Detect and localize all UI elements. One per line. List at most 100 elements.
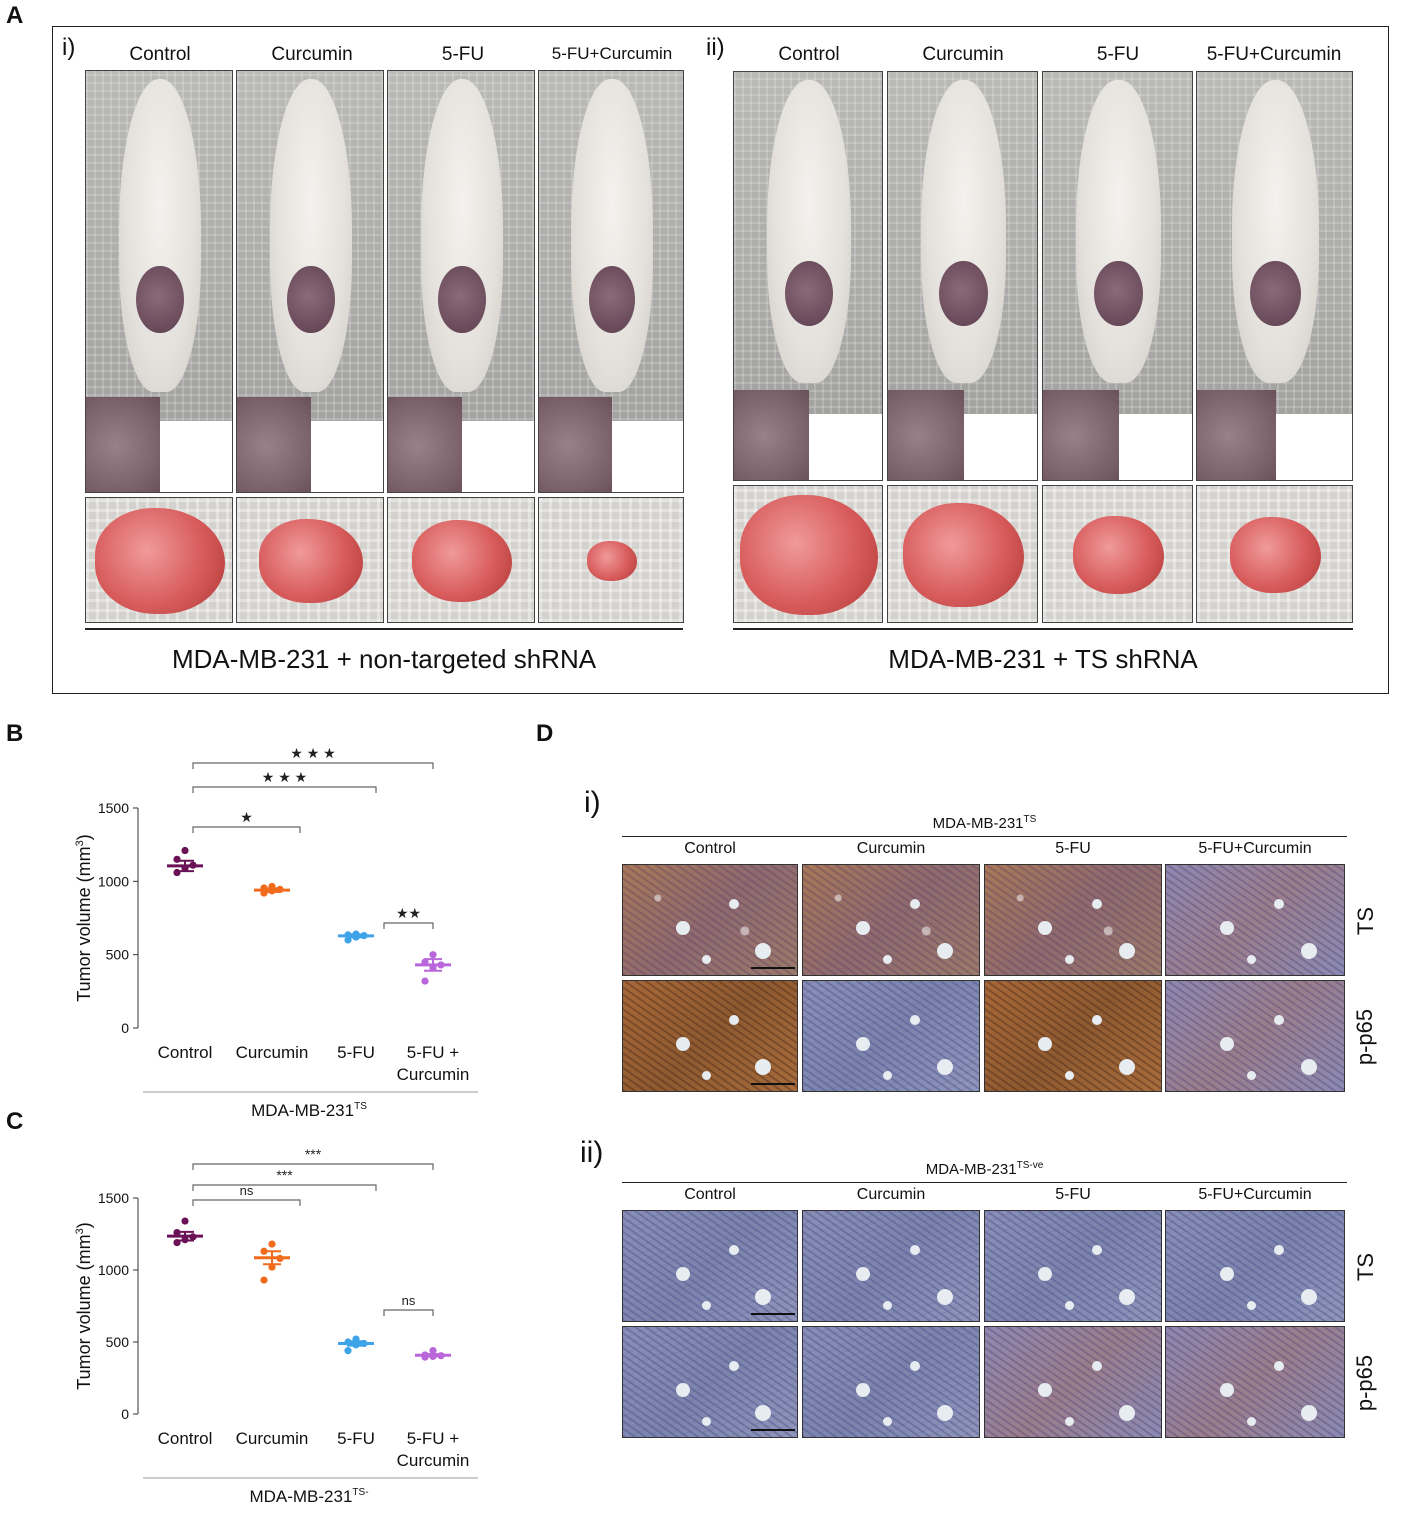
chart-c-significance-label: *** xyxy=(276,1167,293,1183)
excised-tumor-photo-right-2 xyxy=(887,485,1038,623)
chart-b-ytick-label: 1500 xyxy=(98,800,129,816)
chart-b-category-label: Curcumin xyxy=(236,1043,309,1062)
chart-b-significance-bracket xyxy=(192,826,301,833)
chart-c-category-label: Control xyxy=(158,1429,213,1448)
panel-letter-d: D xyxy=(536,720,554,747)
chart-c-significance-bracket xyxy=(192,1184,377,1191)
panel-d-i-title: MDA-MB-231TS xyxy=(932,814,1037,832)
ihc-i-p-p65-4 xyxy=(1165,980,1345,1092)
ihc-ii-col-2: Curcumin xyxy=(856,1186,926,1203)
chart-c-category-label-2: Curcumin xyxy=(397,1451,470,1470)
tumor-volume-chart-b: 0 500 1000 1500 Tumor volume (mm3) Control Cur… xyxy=(74,745,478,1120)
chart-c-point xyxy=(181,1217,189,1225)
mouse-photo-left-4 xyxy=(538,70,684,493)
mouse-photo-left-3 xyxy=(387,70,535,493)
chart-c-ytick-label: 0 xyxy=(121,1406,129,1422)
chart-c-ytick-label: 1500 xyxy=(98,1190,129,1206)
excised-tumor-photo-left-3 xyxy=(387,497,535,623)
panel-a-i-col-curcumin: Curcumin xyxy=(271,44,353,65)
chart-c-point xyxy=(429,1347,437,1355)
chart-b-category-label: 5-FU xyxy=(337,1043,375,1062)
mouse-photo-right-2 xyxy=(887,71,1038,481)
ihc-ii-ts-4 xyxy=(1165,1210,1345,1322)
chart-c-ytick-label: 500 xyxy=(106,1334,130,1350)
chart-c-ylabel: Tumor volume (mm3) xyxy=(74,1222,94,1389)
ihc-i-p-p65-2 xyxy=(802,980,980,1092)
chart-b-significance-bracket xyxy=(192,786,377,793)
chart-c-significance-bracket xyxy=(192,1199,301,1206)
panel-a-ii-col-curcumin: Curcumin xyxy=(922,44,1004,65)
mouse-photo-right-1 xyxy=(733,71,883,481)
chart-b-ytick-label: 0 xyxy=(121,1020,129,1036)
panel-a-sub-ii: ii) xyxy=(706,34,725,61)
ihc-ii-p-p65-2 xyxy=(802,1326,980,1438)
ihc-ii-ts-3 xyxy=(984,1210,1162,1322)
ihc-i-ts-3 xyxy=(984,864,1162,976)
chart-b-group-label: MDA-MB-231TS xyxy=(251,1101,367,1120)
chart-b-point xyxy=(173,868,181,877)
chart-c-point xyxy=(260,1276,268,1284)
ihc-i-col-4: 5-FU+Curcumin xyxy=(1198,840,1312,857)
chart-c-significance-label: *** xyxy=(305,1146,322,1162)
chart-b-category-label-2: Curcumin xyxy=(397,1065,470,1084)
chart-b-category-label: 5-FU + xyxy=(407,1043,460,1062)
mouse-photo-left-1 xyxy=(85,70,233,493)
panel-a-frame xyxy=(52,26,1389,694)
panel-a-i-group-label: MDA-MB-231 + non-targeted shRNA xyxy=(171,644,597,674)
panel-a-ii-col-5fu: 5-FU xyxy=(1096,44,1140,65)
ihc-i-ts-4 xyxy=(1165,864,1345,976)
chart-b-significance-bracket xyxy=(383,922,434,929)
chart-b-significance-label: ★ ★ ★ xyxy=(262,769,307,785)
panel-a-sub-i: i) xyxy=(62,34,76,61)
chart-c-significance-bracket xyxy=(192,1163,434,1170)
panel-d-sub-ii: ii) xyxy=(580,1136,604,1169)
ihc-i-p-p65-3 xyxy=(984,980,1162,1092)
ihc-ii-p-p65-4 xyxy=(1165,1326,1345,1438)
ihc-ii-p-p65-3 xyxy=(984,1326,1162,1438)
ihc-i-col-3: 5-FU xyxy=(1055,840,1091,857)
chart-b-category-label: Control xyxy=(158,1043,213,1062)
panel-a-i-col-5fu: 5-FU xyxy=(441,44,485,65)
panel-a-ii-group-label: MDA-MB-231 + TS shRNA xyxy=(888,644,1198,674)
chart-b-point xyxy=(421,977,429,985)
ihc-i-row-label-1: TS xyxy=(1353,906,1378,936)
chart-c-significance-label: ns xyxy=(240,1183,254,1198)
chart-b-significance-bracket xyxy=(192,762,434,769)
panel-a-ii-col-control: Control xyxy=(778,44,840,65)
panel-letter-a: A xyxy=(6,2,24,29)
ihc-i-ts-2 xyxy=(802,864,980,976)
chart-c-group-label: MDA-MB-231TS- xyxy=(249,1487,368,1506)
chart-b-point xyxy=(429,951,437,959)
chart-b-point xyxy=(173,855,181,863)
ihc-ii-col-3: 5-FU xyxy=(1055,1186,1091,1203)
ihc-ii-row-label-1: TS xyxy=(1353,1252,1378,1282)
excised-tumor-photo-right-3 xyxy=(1042,485,1193,623)
excised-tumor-photo-left-2 xyxy=(236,497,384,623)
panel-a-ii-col-5fu-curcumin: 5-FU+Curcumin xyxy=(1206,44,1342,65)
panel-d-sub-i: i) xyxy=(584,786,601,819)
panel-d-i-title-line xyxy=(622,836,1347,837)
chart-c-point xyxy=(268,1240,276,1248)
ihc-ii-ts-1 xyxy=(622,1210,798,1322)
chart-c-ytick-label: 1000 xyxy=(98,1262,129,1278)
mouse-photo-right-3 xyxy=(1042,71,1193,481)
excised-tumor-photo-right-1 xyxy=(733,485,883,623)
panel-a-i-group-line xyxy=(85,628,683,630)
panel-a-i-col-control: Control xyxy=(129,44,191,65)
ihc-i-ts-1 xyxy=(622,864,798,976)
ihc-i-row-label-2: p-p65 xyxy=(1352,1008,1377,1066)
panel-a-i-col-5fu-curcumin: 5-FU+Curcumin xyxy=(551,44,673,63)
panel-d-ii-title-line xyxy=(622,1182,1347,1183)
chart-b-ytick-label: 500 xyxy=(106,947,130,963)
excised-tumor-photo-right-4 xyxy=(1196,485,1353,623)
chart-b-ylabel: Tumor volume (mm3) xyxy=(74,834,94,1001)
chart-c-point xyxy=(268,1263,276,1271)
panel-d-ii-title: MDA-MB-231TS-ve xyxy=(925,1160,1044,1178)
chart-c-category-label: Curcumin xyxy=(236,1429,309,1448)
ihc-ii-col-1: Control xyxy=(684,1186,736,1203)
ihc-ii-ts-2 xyxy=(802,1210,980,1322)
panel-letter-b: B xyxy=(6,720,24,747)
ihc-i-col-2: Curcumin xyxy=(856,840,926,857)
mouse-photo-left-2 xyxy=(236,70,384,493)
chart-c-significance-label: ns xyxy=(402,1293,416,1308)
